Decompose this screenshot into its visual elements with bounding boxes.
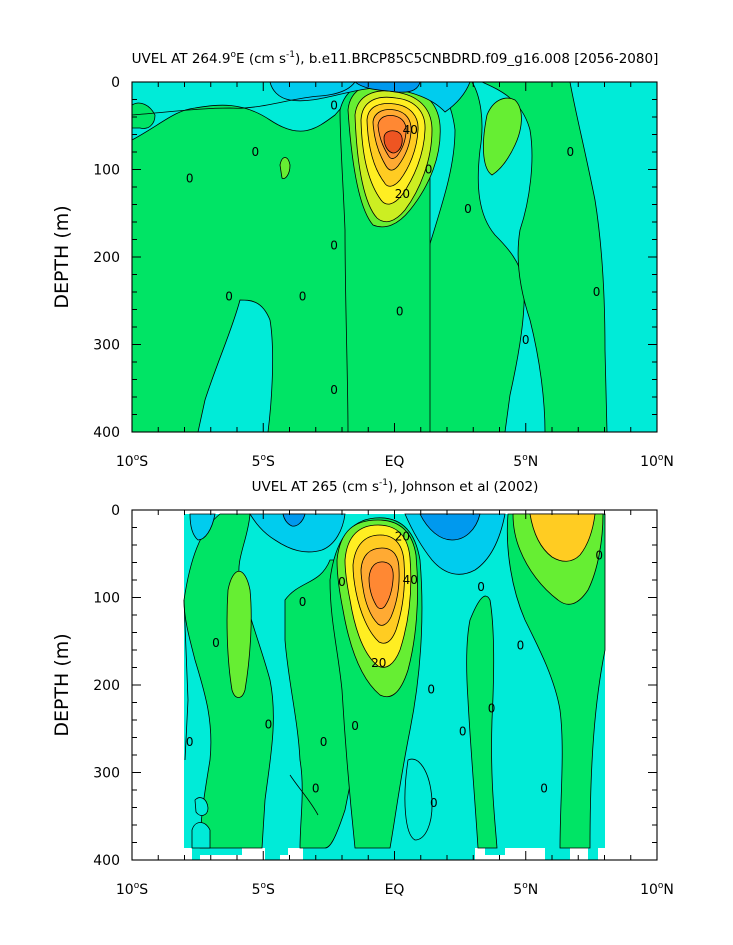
jet-core bbox=[368, 561, 394, 609]
contour-line-west-edge bbox=[183, 599, 189, 761]
y-tick-label: 300 bbox=[93, 766, 120, 782]
chart-title: UVEL AT 264.9oE (cm s-1), b.e11.BRCP85C5… bbox=[132, 50, 659, 67]
contour-label: 0 bbox=[517, 639, 525, 653]
contour-field bbox=[183, 513, 606, 860]
band-east-deep bbox=[481, 82, 608, 432]
x-tick-label: 10oS bbox=[116, 881, 148, 898]
patch-south-small bbox=[279, 157, 291, 179]
contour-label: 0 bbox=[522, 333, 530, 347]
panel-bottom: UVEL AT 265 (cm s-1), Johnson et al (200… bbox=[51, 478, 674, 898]
contour-label: 0 bbox=[320, 735, 328, 749]
westward-core-north bbox=[419, 513, 481, 541]
contour-label: 0 bbox=[212, 636, 220, 650]
contour-label: 0 bbox=[330, 99, 338, 113]
contour-label: 0 bbox=[312, 781, 320, 795]
y-axis-title: DEPTH (m) bbox=[51, 633, 73, 736]
contour-label: 40 bbox=[403, 123, 418, 137]
x-tick-label: EQ bbox=[385, 882, 405, 898]
x-tick-label: 10oN bbox=[640, 881, 674, 898]
patch-deep-mid bbox=[404, 758, 433, 841]
y-tick-label: 300 bbox=[93, 338, 120, 354]
westward-core bbox=[354, 82, 421, 93]
band-east-shallow bbox=[399, 82, 525, 432]
patch-south-small bbox=[226, 570, 252, 698]
patch-deep-small-west bbox=[194, 797, 209, 816]
x-tick-label: 5oS bbox=[252, 453, 275, 470]
contour-label: 0 bbox=[464, 202, 472, 216]
contour-label: 20 bbox=[395, 187, 410, 201]
contour-field bbox=[132, 82, 657, 432]
contour-label: 0 bbox=[427, 682, 435, 696]
contour-label: 0 bbox=[477, 580, 485, 594]
contour-label: 0 bbox=[430, 796, 438, 810]
x-tick-label: EQ bbox=[385, 454, 405, 470]
contour-label: 0 bbox=[567, 145, 575, 159]
contour-label: 0 bbox=[330, 239, 338, 253]
x-tick-label: 5oS bbox=[252, 881, 275, 898]
y-tick-label: 400 bbox=[93, 425, 120, 441]
contour-labels-top: 0 0 0 0 0 0 0 0 0 0 0 0 0 40 20 bbox=[186, 99, 601, 397]
contour-label: 0 bbox=[540, 781, 548, 795]
y-tick-label: 200 bbox=[93, 250, 120, 266]
contour-label: 0 bbox=[488, 702, 496, 716]
patch-east-small bbox=[483, 97, 522, 176]
contour-label: 0 bbox=[330, 383, 338, 397]
contour-label: 0 bbox=[299, 595, 307, 609]
contour-line-top-west bbox=[132, 82, 356, 116]
contour-label: 0 bbox=[459, 724, 467, 738]
patch-west-edge bbox=[132, 102, 156, 129]
contour-label: 0 bbox=[225, 289, 233, 303]
westward-core-south bbox=[282, 513, 306, 527]
eastward-surface-north-core bbox=[529, 513, 596, 562]
contour-label: 0 bbox=[299, 289, 307, 303]
westward-surface-south bbox=[249, 513, 346, 553]
y-axis-title: DEPTH (m) bbox=[51, 205, 73, 308]
y-tick-label: 100 bbox=[93, 591, 120, 607]
contour-label: 20 bbox=[395, 529, 410, 543]
y-tick-label: 200 bbox=[93, 678, 120, 694]
y-tick-label: 0 bbox=[111, 503, 120, 519]
x-axis: 10oS 5oS EQ 5oN 10oN bbox=[116, 82, 674, 470]
contour-labels-bottom: 0 0 0 0 0 0 0 0 0 0 0 0 0 0 0 0 20 40 20 bbox=[186, 529, 603, 810]
x-axis: 10oS 5oS EQ 5oN 10oN bbox=[116, 510, 674, 898]
eastward-region-east bbox=[466, 595, 498, 849]
contour-label: 0 bbox=[595, 549, 603, 563]
x-tick-label: 10oS bbox=[116, 453, 148, 470]
y-tick-label: 400 bbox=[93, 853, 120, 869]
contour-label: 0 bbox=[252, 145, 260, 159]
contour-label: 20 bbox=[371, 656, 386, 670]
contour-label: 0 bbox=[186, 735, 194, 749]
x-tick-label: 5oN bbox=[513, 453, 538, 470]
y-tick-label: 100 bbox=[93, 163, 120, 179]
patch-deep-west bbox=[191, 822, 211, 849]
contour-label: 0 bbox=[593, 285, 601, 299]
x-tick-label: 5oN bbox=[513, 881, 538, 898]
contour-label: 0 bbox=[396, 304, 404, 318]
x-tick-label: 10oN bbox=[640, 453, 674, 470]
y-tick-label: 0 bbox=[111, 75, 120, 91]
contour-label: 0 bbox=[338, 575, 346, 589]
eastward-region-west bbox=[183, 513, 274, 849]
contour-label: 0 bbox=[425, 163, 433, 177]
contour-line-deep-south bbox=[289, 774, 319, 816]
contour-label: 0 bbox=[265, 717, 273, 731]
patch-shallow-south bbox=[189, 513, 216, 541]
contour-label: 40 bbox=[403, 573, 418, 587]
chart-title: UVEL AT 265 (cm s-1), Johnson et al (200… bbox=[252, 478, 539, 495]
contour-label: 0 bbox=[351, 719, 359, 733]
panel-top: UVEL AT 264.9oE (cm s-1), b.e11.BRCP85C5… bbox=[51, 50, 674, 470]
contour-label: 0 bbox=[186, 171, 194, 185]
jet-core bbox=[383, 130, 403, 154]
